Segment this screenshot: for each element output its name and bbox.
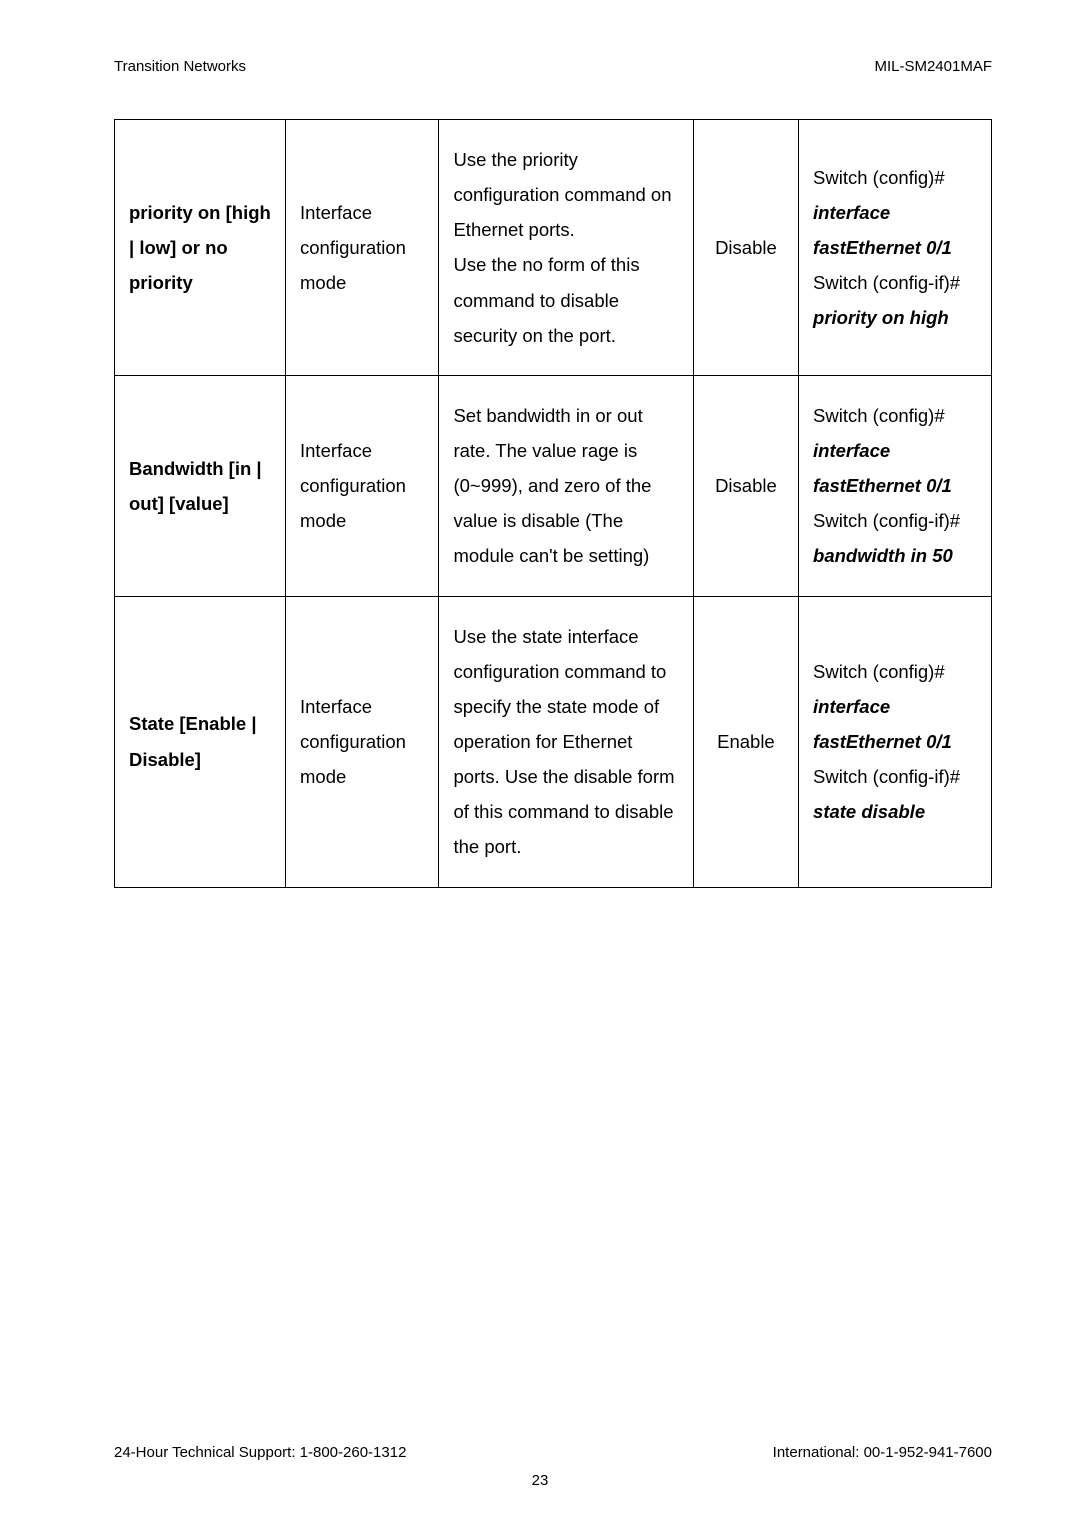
footer-left: 24-Hour Technical Support: 1-800-260-131… (114, 1444, 406, 1461)
command-name: priority on [high | low] or no priority (115, 120, 286, 376)
example: Switch (config)#interfacefastEthernet 0/… (799, 120, 992, 376)
example: Switch (config)#interfacefastEthernet 0/… (799, 375, 992, 596)
command-table: priority on [high | low] or no priorityI… (114, 119, 992, 888)
mode: Interface configuration mode (286, 596, 439, 887)
table-row: Bandwidth [in | out] [value]Interface co… (115, 375, 992, 596)
description: Set bandwidth in or out rate. The value … (439, 375, 693, 596)
example: Switch (config)#interfacefastEthernet 0/… (799, 596, 992, 887)
page-footer: 24-Hour Technical Support: 1-800-260-131… (114, 1444, 992, 1461)
table-row: State [Enable | Disable]Interface config… (115, 596, 992, 887)
header-left: Transition Networks (114, 58, 246, 75)
mode: Interface configuration mode (286, 120, 439, 376)
command-name: State [Enable | Disable] (115, 596, 286, 887)
table-row: priority on [high | low] or no priorityI… (115, 120, 992, 376)
mode: Interface configuration mode (286, 375, 439, 596)
description: Use the state interface configuration co… (439, 596, 693, 887)
page-number: 23 (0, 1472, 1080, 1489)
default: Disable (693, 120, 798, 376)
description: Use the priority configuration command o… (439, 120, 693, 376)
header-right: MIL-SM2401MAF (874, 58, 992, 75)
command-name: Bandwidth [in | out] [value] (115, 375, 286, 596)
default: Disable (693, 375, 798, 596)
footer-right: International: 00-1-952-941-7600 (773, 1444, 992, 1461)
default: Enable (693, 596, 798, 887)
page-header: Transition Networks MIL-SM2401MAF (114, 58, 992, 75)
